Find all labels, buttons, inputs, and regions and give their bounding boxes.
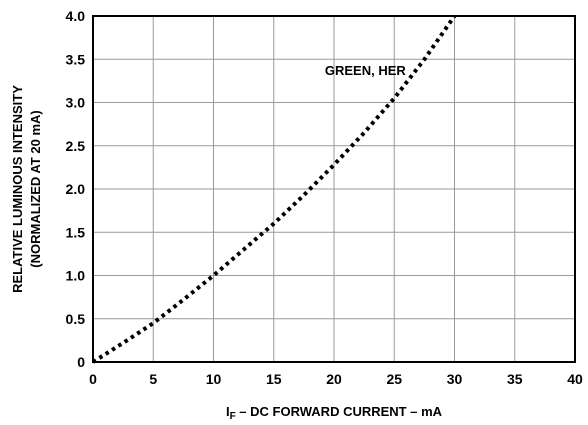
y-tick-label: 2.5 [66,138,86,154]
tick-labels: 0 5 10 15 20 25 30 35 40 0 0.5 1.0 1.5 2.0 2.5 3.0 3.5 4.… [66,8,583,387]
series-annotation: GREEN, HER [325,63,407,78]
y-tick-label: 0 [77,354,85,370]
x-tick-label: 15 [266,371,282,387]
y-tick-label: 3.0 [66,95,86,111]
y-tick-label: 1.0 [66,268,86,284]
y-tick-label: 3.5 [66,51,86,67]
x-tick-label: 35 [507,371,523,387]
series-line [91,14,457,364]
x-tick-label: 25 [386,371,402,387]
plot-frame [92,15,576,363]
x-tick-label: 10 [206,371,222,387]
y-axis-title-line-1: RELATIVE LUMINOUS INTENSITY [10,85,25,293]
y-tick-label: 1.5 [66,224,86,240]
x-tick-label: 0 [89,371,97,387]
x-tick-label: 30 [447,371,463,387]
grid [93,16,575,362]
series-layer [91,14,457,364]
x-tick-label: 20 [326,371,342,387]
x-tick-label: 40 [567,371,583,387]
y-axis-title-line-2: (NORMALIZED AT 20 mA) [28,110,43,267]
y-tick-label: 0.5 [66,311,86,327]
y-tick-label: 4.0 [66,8,86,24]
x-axis-title: IF – DC FORWARD CURRENT – mA [226,404,443,422]
annotations: GREEN, HER [325,63,407,78]
y-tick-label: 2.0 [66,181,86,197]
x-axis-title-symbol: I [226,404,230,419]
x-axis-title-text: – DC FORWARD CURRENT – mA [236,404,443,419]
x-tick-label: 5 [149,371,157,387]
y-axis-title: RELATIVE LUMINOUS INTENSITY (NORMALIZED … [10,85,43,293]
x-axis-title-subscript: F [230,411,236,422]
